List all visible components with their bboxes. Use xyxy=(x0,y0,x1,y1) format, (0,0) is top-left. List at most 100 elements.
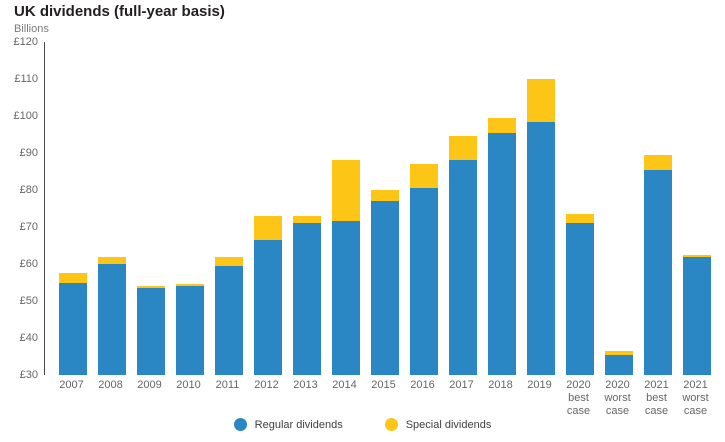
bar-stack xyxy=(487,117,516,375)
x-tick-label: 2014 xyxy=(332,379,357,391)
bar-segment-regular xyxy=(604,354,633,375)
bar-column-2019 xyxy=(521,42,560,375)
bar-column-2015 xyxy=(365,42,404,375)
bar-segment-special xyxy=(292,215,321,224)
bar-segment-regular xyxy=(370,201,399,375)
x-tick-label: 2017 xyxy=(449,379,474,391)
bar-column-2020-best-case xyxy=(560,42,599,375)
bar-stack xyxy=(253,215,282,375)
bar-stack xyxy=(331,160,360,375)
x-tick-label: 2020 best case xyxy=(566,379,591,417)
x-tick-label: 2020 worst case xyxy=(604,379,631,417)
bar-column-2017 xyxy=(443,42,482,375)
y-tick-label: £30 xyxy=(19,369,38,381)
y-tick-label: £80 xyxy=(19,184,38,196)
bar-segment-regular xyxy=(487,132,516,375)
bar-segment-special xyxy=(331,160,360,222)
bar-segment-special xyxy=(175,284,204,287)
y-tick-label: £50 xyxy=(19,295,38,307)
bar-segment-special xyxy=(643,154,672,170)
bar-segment-special xyxy=(370,190,399,202)
y-tick-label: £90 xyxy=(19,147,38,159)
bar-stack xyxy=(370,190,399,375)
bar-segment-regular xyxy=(331,221,360,375)
bar-segment-regular xyxy=(565,223,594,375)
bar-segment-special xyxy=(604,350,633,355)
x-tick-label: 2021 worst case xyxy=(682,379,709,417)
bar-column-2016 xyxy=(404,42,443,375)
legend-label: Regular dividends xyxy=(254,418,343,431)
chart-legend: Regular dividends Special dividends xyxy=(0,418,725,431)
bar-segment-regular xyxy=(175,286,204,375)
legend-swatch-icon xyxy=(233,418,247,431)
bar-stack xyxy=(448,136,477,375)
y-tick-label: £60 xyxy=(19,258,38,270)
bar-stack xyxy=(214,256,243,375)
bar-stack xyxy=(292,215,321,375)
x-tick-label: 2015 xyxy=(371,379,396,391)
legend-swatch-icon xyxy=(384,418,398,431)
y-tick-label: £120 xyxy=(13,36,38,48)
bar-column-2008 xyxy=(92,42,131,375)
y-tick-label: £110 xyxy=(14,73,38,85)
x-tick-label: 2011 xyxy=(215,379,240,391)
plot-area xyxy=(44,42,715,375)
bar-segment-special xyxy=(97,256,126,264)
bar-segment-special xyxy=(565,214,594,224)
bars-row xyxy=(45,42,715,375)
bar-column-2013 xyxy=(287,42,326,375)
bar-stack xyxy=(175,284,204,375)
bar-segment-regular xyxy=(214,265,243,375)
bar-stack xyxy=(682,254,711,375)
y-tick-label: £40 xyxy=(19,332,38,344)
x-tick-label: 2013 xyxy=(293,379,318,391)
bar-segment-special xyxy=(136,286,165,289)
bar-column-2011 xyxy=(209,42,248,375)
bar-stack xyxy=(565,214,594,375)
bar-column-2021-best-case xyxy=(638,42,677,375)
bar-segment-regular xyxy=(292,223,321,375)
bar-segment-regular xyxy=(97,264,126,375)
bar-stack xyxy=(58,273,87,375)
bar-segment-special xyxy=(214,256,243,266)
bar-segment-regular xyxy=(643,169,672,375)
bar-segment-special xyxy=(253,215,282,240)
bar-column-2009 xyxy=(131,42,170,375)
bar-column-2012 xyxy=(248,42,287,375)
x-tick-label: 2019 xyxy=(527,379,552,391)
legend-item-special: Special dividends xyxy=(384,418,492,431)
y-tick-label: £70 xyxy=(19,221,38,233)
bar-column-2014 xyxy=(326,42,365,375)
x-tick-label: 2012 xyxy=(254,379,279,391)
bar-segment-special xyxy=(58,273,87,283)
x-tick-label: 2009 xyxy=(137,379,162,391)
bar-stack xyxy=(97,256,126,375)
bar-segment-special xyxy=(682,254,711,257)
bar-segment-regular xyxy=(136,288,165,375)
x-tick-label: 2007 xyxy=(59,379,84,391)
bar-column-2021-worst-case xyxy=(677,42,716,375)
bar-stack xyxy=(526,79,555,375)
bar-stack xyxy=(643,154,672,375)
bar-stack xyxy=(604,350,633,375)
chart-title: UK dividends (full-year basis) xyxy=(14,3,225,20)
bar-segment-regular xyxy=(409,188,438,375)
bar-column-2010 xyxy=(170,42,209,375)
bar-segment-regular xyxy=(526,121,555,375)
bar-segment-special xyxy=(448,136,477,161)
y-tick-label: £100 xyxy=(13,110,38,122)
legend-label: Special dividends xyxy=(405,418,492,431)
bar-segment-regular xyxy=(253,239,282,375)
bar-column-2020-worst-case xyxy=(599,42,638,375)
x-axis-labels: 2007 2008 2009 2010 2011 2012 2013 2014 2015 2016… xyxy=(44,379,715,418)
y-axis-labels: £120 £110 £100 £90 £80 £70 £60 £50 £40 £30 xyxy=(0,36,40,381)
bar-segment-regular xyxy=(448,160,477,375)
x-tick-label: 2021 best case xyxy=(644,379,669,417)
bar-stack xyxy=(409,164,438,375)
legend-item-regular: Regular dividends xyxy=(233,418,343,431)
bar-segment-special xyxy=(409,164,438,189)
bar-column-2007 xyxy=(53,42,92,375)
bar-segment-special xyxy=(526,79,555,122)
x-tick-label: 2010 xyxy=(176,379,201,391)
